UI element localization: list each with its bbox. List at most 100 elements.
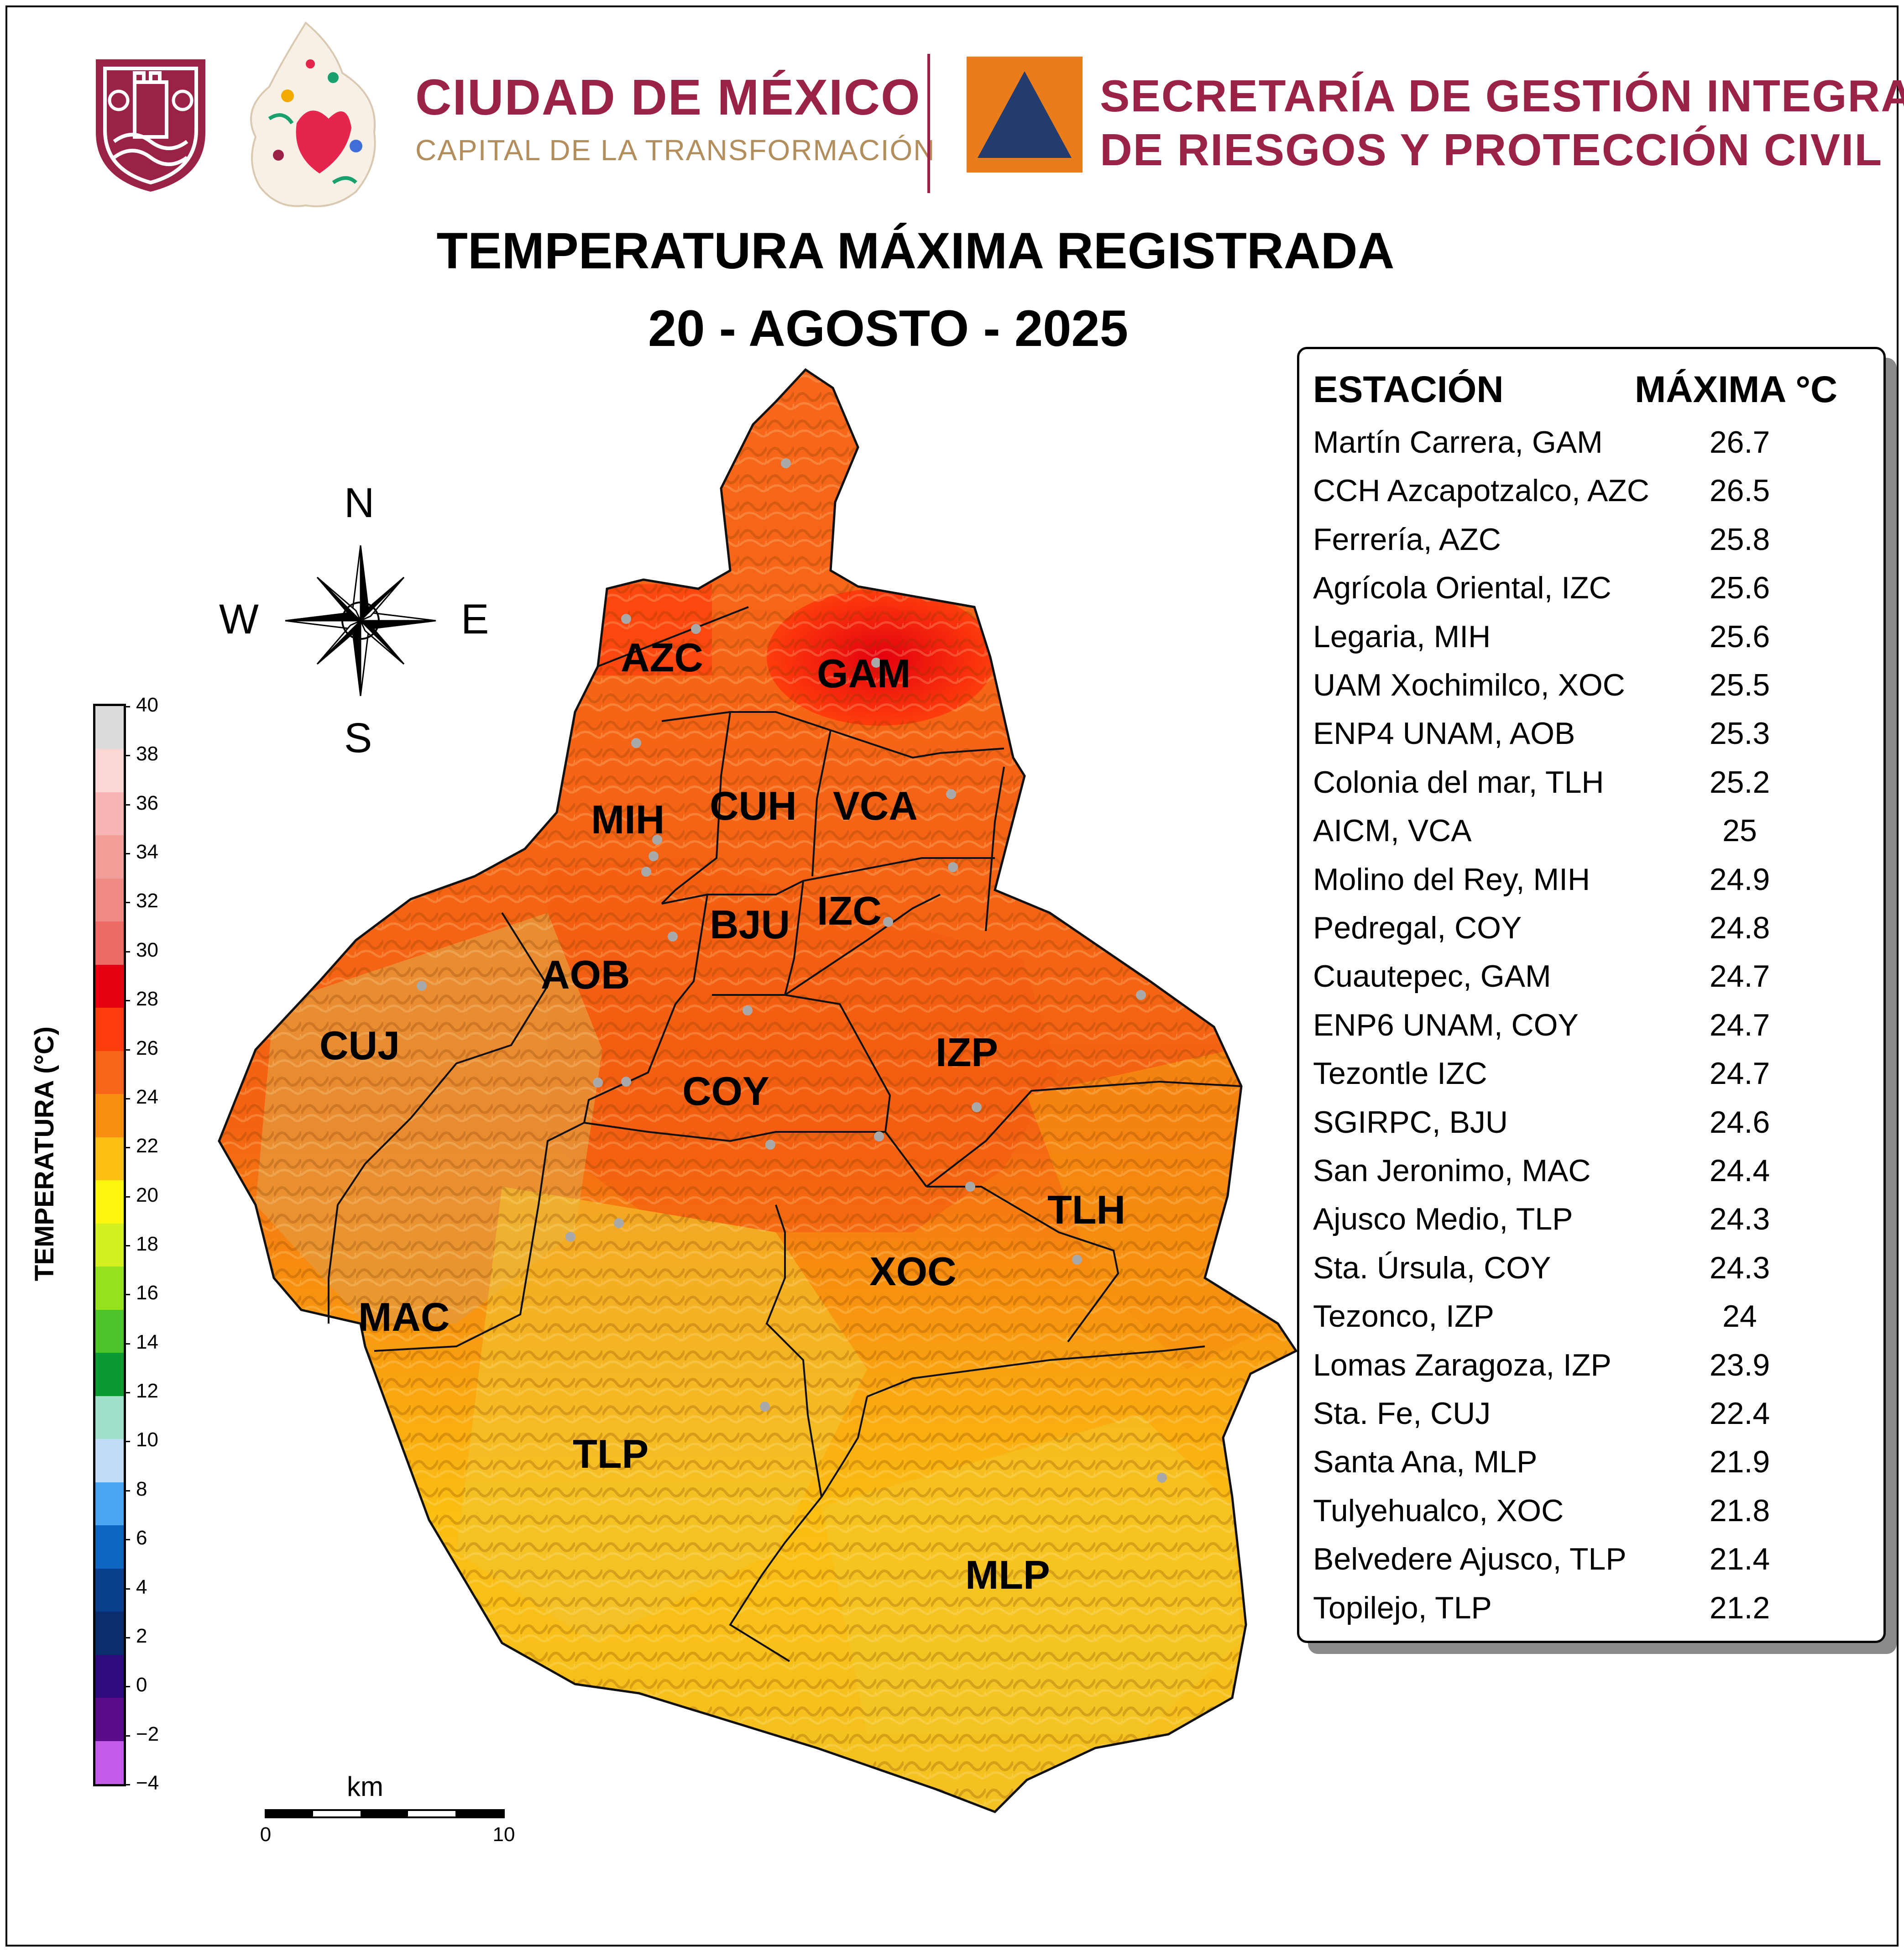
station-max-temp: 24 bbox=[1722, 1299, 1757, 1334]
station-row: Santa Ana, MLP 21.9 bbox=[1299, 1444, 1883, 1492]
station-row: AICM, VCA 25 bbox=[1299, 813, 1883, 861]
station-name: Molino del Rey, MIH bbox=[1313, 862, 1590, 897]
station-row: ENP6 UNAM, COY 24.7 bbox=[1299, 1007, 1883, 1056]
colorbar-tick-label: −2 bbox=[136, 1722, 159, 1745]
station-max-temp: 24.6 bbox=[1709, 1104, 1770, 1140]
station-max-temp: 26.7 bbox=[1709, 425, 1770, 460]
station-max-temp: 21.4 bbox=[1709, 1542, 1770, 1577]
station-max-temp: 24.9 bbox=[1709, 862, 1770, 897]
compass-south-label: S bbox=[344, 715, 372, 761]
colorbar-tick-mark bbox=[124, 1539, 130, 1541]
colorbar-tick-label: 30 bbox=[136, 938, 158, 961]
colorbar-tick-mark bbox=[124, 1686, 130, 1688]
station-max-temp: 24.3 bbox=[1709, 1250, 1770, 1285]
station-max-temp: 24.4 bbox=[1709, 1153, 1770, 1188]
page-frame bbox=[5, 5, 1899, 1947]
colorbar-tick-label: 26 bbox=[136, 1036, 158, 1059]
station-name: Sta. Úrsula, COY bbox=[1313, 1250, 1551, 1285]
colorbar-tick-mark bbox=[124, 706, 130, 707]
colorbar-tick-label: −4 bbox=[136, 1772, 159, 1794]
station-name: SGIRPC, BJU bbox=[1313, 1104, 1508, 1140]
colorbar-swatch bbox=[95, 1094, 124, 1138]
colorbar-swatch bbox=[95, 964, 124, 1008]
colorbar-swatch bbox=[95, 1396, 124, 1439]
colorbar-swatch bbox=[95, 706, 124, 749]
district-label-cuj: CUJ bbox=[319, 1023, 400, 1068]
colorbar-tick-label: 22 bbox=[136, 1135, 158, 1157]
district-label-aob: AOB bbox=[541, 952, 630, 997]
station-max-temp: 25 bbox=[1722, 813, 1757, 848]
colorbar-tick-label: 40 bbox=[136, 694, 158, 716]
colorbar-tick-label: 24 bbox=[136, 1085, 158, 1108]
station-max-temp: 26.5 bbox=[1709, 473, 1770, 508]
colorbar-tick-mark bbox=[124, 804, 130, 806]
colorbar-swatch bbox=[95, 1612, 124, 1655]
org-title: CIUDAD DE MÉXICO bbox=[415, 69, 921, 126]
city-heart-logo bbox=[250, 21, 376, 207]
colorbar-swatch bbox=[95, 1266, 124, 1310]
station-max-temp: 21.8 bbox=[1709, 1493, 1770, 1528]
colorbar-tick-mark bbox=[124, 951, 130, 952]
station-max-temp: 21.9 bbox=[1709, 1444, 1770, 1480]
station-max-temp: 25.3 bbox=[1709, 716, 1770, 751]
station-name: Colonia del mar, TLH bbox=[1313, 764, 1604, 800]
station-max-temp: 25.6 bbox=[1709, 619, 1770, 654]
colorbar-tick-label: 16 bbox=[136, 1282, 158, 1304]
colorbar-tick-label: 36 bbox=[136, 791, 158, 814]
colorbar-tick-label: 20 bbox=[136, 1183, 158, 1206]
station-row: Colonia del mar, TLH 25.2 bbox=[1299, 764, 1883, 813]
station-row: Legaria, MIH 25.6 bbox=[1299, 619, 1883, 667]
colorbar-tick-label: 12 bbox=[136, 1380, 158, 1403]
station-name: Ferrería, AZC bbox=[1313, 522, 1501, 557]
colorbar-tick-mark bbox=[124, 1441, 130, 1443]
station-name: ENP6 UNAM, COY bbox=[1313, 1007, 1579, 1042]
station-name: Ajusco Medio, TLP bbox=[1313, 1202, 1573, 1237]
colorbar-tick-mark bbox=[124, 755, 130, 757]
colorbar-tick-label: 10 bbox=[136, 1429, 158, 1451]
district-label-izp: IZP bbox=[936, 1030, 998, 1075]
colorbar-tick-label: 14 bbox=[136, 1330, 158, 1353]
colorbar-swatch bbox=[95, 1654, 124, 1698]
district-label-vca: VCA bbox=[833, 783, 918, 828]
station-max-temp: 24.3 bbox=[1709, 1202, 1770, 1237]
station-max-temp: 24.7 bbox=[1709, 959, 1770, 994]
colorbar-tick-mark bbox=[124, 1245, 130, 1246]
station-row: ENP4 UNAM, AOB 25.3 bbox=[1299, 716, 1883, 764]
colorbar-tick-mark bbox=[124, 1588, 130, 1590]
station-row: CCH Azcapotzalco, AZC 26.5 bbox=[1299, 473, 1883, 521]
district-label-cuh: CUH bbox=[710, 783, 797, 828]
agency-name-line2: DE RIESGOS Y PROTECCIÓN CIVIL bbox=[1100, 125, 1883, 175]
station-name: Cuautepec, GAM bbox=[1313, 959, 1551, 994]
colorbar-tick-label: 6 bbox=[136, 1527, 147, 1549]
district-label-tlp: TLP bbox=[573, 1431, 649, 1476]
colorbar-tick-mark bbox=[124, 1000, 130, 1002]
colorbar-swatch bbox=[95, 1482, 124, 1526]
station-row: Molino del Rey, MIH 24.9 bbox=[1299, 862, 1883, 910]
city-coat-of-arms-logo bbox=[96, 59, 205, 192]
station-name: Santa Ana, MLP bbox=[1313, 1444, 1538, 1480]
colorbar-swatch bbox=[95, 1309, 124, 1353]
colorbar-tick-label: 38 bbox=[136, 743, 158, 765]
station-name: Martín Carrera, GAM bbox=[1313, 425, 1603, 460]
station-name: Tezonco, IZP bbox=[1313, 1299, 1494, 1334]
district-label-mlp: MLP bbox=[965, 1552, 1050, 1597]
station-name: ENP4 UNAM, AOB bbox=[1313, 716, 1575, 751]
station-max-temp: 25.8 bbox=[1709, 522, 1770, 557]
station-name: Belvedere Ajusco, TLP bbox=[1313, 1542, 1627, 1577]
colorbar-tick-mark bbox=[124, 1294, 130, 1296]
colorbar-tick-mark bbox=[124, 853, 130, 855]
station-row: Pedregal, COY 24.8 bbox=[1299, 910, 1883, 958]
station-row: Tezontle IZC 24.7 bbox=[1299, 1056, 1883, 1104]
station-row: Sta. Fe, CUJ 22.4 bbox=[1299, 1396, 1883, 1444]
station-row: Tulyehualco, XOC 21.8 bbox=[1299, 1493, 1883, 1541]
colorbar-swatch bbox=[95, 1051, 124, 1094]
district-label-mac: MAC bbox=[358, 1294, 450, 1340]
station-max-temp: 22.4 bbox=[1709, 1396, 1770, 1431]
station-name: Sta. Fe, CUJ bbox=[1313, 1396, 1491, 1431]
compass-west-label: W bbox=[219, 596, 259, 643]
district-label-azc: AZC bbox=[621, 635, 703, 680]
station-name: Tezontle IZC bbox=[1313, 1056, 1487, 1091]
station-row: Cuautepec, GAM 24.7 bbox=[1299, 958, 1883, 1007]
colorbar-swatch bbox=[95, 1137, 124, 1181]
